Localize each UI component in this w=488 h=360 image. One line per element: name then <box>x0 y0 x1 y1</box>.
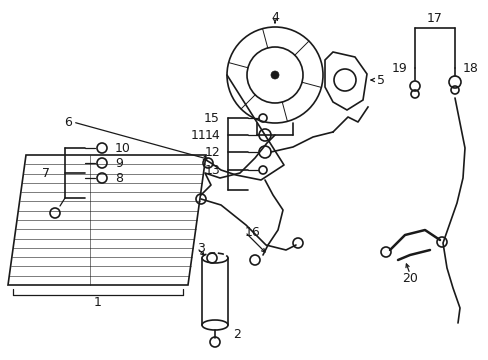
Text: 17: 17 <box>426 12 442 24</box>
Text: 11: 11 <box>190 129 205 141</box>
Text: 10: 10 <box>115 141 131 154</box>
Text: 16: 16 <box>244 225 260 239</box>
Text: 4: 4 <box>270 10 278 23</box>
Text: 13: 13 <box>204 163 220 176</box>
Text: 5: 5 <box>376 73 384 86</box>
Text: 8: 8 <box>115 171 123 185</box>
Text: 3: 3 <box>197 242 204 255</box>
Text: 18: 18 <box>462 62 478 75</box>
Text: 7: 7 <box>42 166 50 180</box>
Text: 6: 6 <box>64 116 72 129</box>
Text: 20: 20 <box>401 271 417 284</box>
Text: 1: 1 <box>94 297 102 310</box>
Text: 15: 15 <box>203 112 220 125</box>
Text: 12: 12 <box>204 145 220 158</box>
Circle shape <box>270 71 279 79</box>
Text: 9: 9 <box>115 157 122 170</box>
Text: 2: 2 <box>232 328 241 342</box>
Text: 14: 14 <box>204 129 220 141</box>
Text: 19: 19 <box>390 62 406 75</box>
